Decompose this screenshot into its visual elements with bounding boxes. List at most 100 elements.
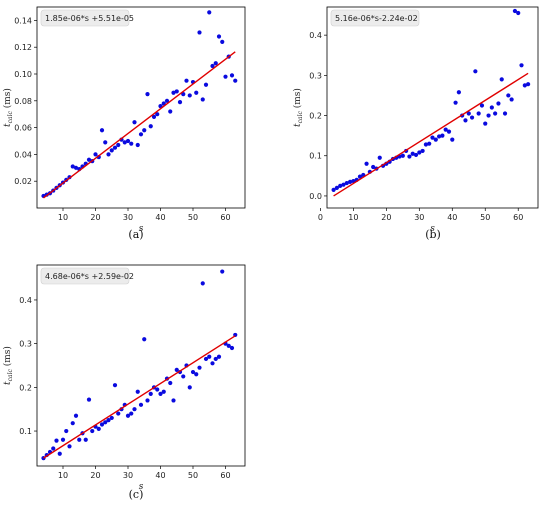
data-point [522, 83, 527, 88]
y-tick-label: 0.4 [19, 296, 32, 305]
data-point [506, 93, 511, 98]
data-point [86, 397, 92, 402]
data-point [512, 8, 518, 14]
x-tick-label: 60 [220, 213, 230, 222]
data-point [207, 10, 212, 15]
x-tick-label: 30 [123, 471, 133, 480]
data-point [194, 372, 199, 377]
equation-label: 1.85e-06*s +5.51e-05 [45, 14, 134, 23]
data-point [341, 182, 346, 187]
data-point [420, 148, 425, 154]
subfigure-caption: (b) [425, 228, 441, 241]
data-point [164, 98, 170, 103]
data-point [112, 145, 118, 150]
equation-box [40, 267, 130, 285]
data-point [220, 269, 225, 274]
y-tick-label: 0.2 [19, 383, 32, 392]
data-point [93, 152, 98, 157]
data-point [489, 105, 494, 110]
data-point [64, 428, 69, 434]
data-point [177, 100, 183, 105]
x-tick-label: 40 [447, 213, 457, 222]
x-axis-label: s [139, 224, 144, 234]
y-axis-label: tcalc (ms) [2, 346, 14, 385]
data-point [509, 97, 514, 102]
data-point [174, 89, 179, 94]
data-point [51, 446, 56, 451]
data-point [54, 438, 59, 443]
data-point [423, 142, 429, 147]
data-point [125, 413, 131, 418]
data-point [229, 345, 235, 351]
data-point [493, 111, 498, 116]
y-tick-label: 0.1 [309, 152, 322, 161]
data-point [220, 39, 225, 44]
subfigure-caption: (c) [129, 488, 144, 501]
data-point [516, 10, 521, 16]
data-point [99, 422, 105, 427]
x-tick-label: 0 [318, 213, 323, 222]
data-point [331, 187, 336, 193]
x-tick-label: 40 [155, 213, 165, 222]
data-point [203, 356, 209, 362]
data-point [496, 101, 501, 106]
y-tick-label: 0.3 [19, 340, 32, 349]
data-point [200, 97, 205, 102]
data-point [77, 437, 82, 442]
x-tick-label: 10 [348, 213, 358, 222]
data-point [106, 152, 111, 157]
data-point [142, 337, 147, 342]
data-point [67, 444, 72, 449]
data-point [168, 109, 173, 114]
data-point [338, 183, 343, 188]
data-point [187, 93, 192, 98]
data-point [151, 114, 157, 119]
data-point [486, 113, 491, 118]
y-tick-label: 0.12 [14, 43, 32, 52]
y-tick-label: 0.14 [14, 16, 32, 25]
data-point [436, 134, 442, 139]
data-point [200, 281, 205, 286]
data-point [357, 174, 363, 179]
data-point [371, 164, 376, 170]
y-tick-label: 0.0 [309, 192, 322, 201]
data-point [96, 426, 101, 431]
data-point [70, 421, 75, 426]
data-point [210, 63, 215, 69]
data-point [334, 185, 339, 190]
data-point [122, 140, 127, 145]
y-axis-label: tcalc (ms) [292, 88, 304, 127]
data-point [433, 137, 438, 142]
y-axis-label: tcalc (ms) [2, 88, 14, 127]
data-point [73, 165, 79, 170]
data-point [148, 391, 153, 397]
data-point [233, 78, 238, 83]
data-point [194, 90, 199, 95]
data-point [83, 437, 88, 442]
data-point [86, 157, 92, 162]
data-point [145, 398, 150, 403]
y-tick-label: 0.06 [14, 124, 32, 133]
x-axis-label: s [430, 224, 435, 234]
data-point [207, 354, 212, 359]
data-point [181, 374, 186, 379]
x-tick-label: 50 [480, 213, 490, 222]
y-tick-label: 0.04 [14, 150, 32, 159]
data-point [171, 398, 176, 403]
data-point [526, 82, 531, 87]
y-tick-label: 0.10 [14, 70, 32, 79]
data-point [155, 387, 160, 392]
subfigure-caption: (a) [128, 228, 143, 241]
x-axis-label: s [139, 482, 144, 492]
data-point [138, 402, 144, 407]
data-point [174, 367, 179, 372]
data-point [499, 77, 504, 82]
data-point [450, 137, 455, 142]
data-point [112, 383, 118, 388]
data-point [446, 129, 452, 134]
data-point [145, 92, 150, 97]
fit-line [43, 51, 236, 199]
data-point [407, 154, 412, 159]
data-point [103, 420, 108, 425]
x-tick-label: 20 [90, 471, 100, 480]
